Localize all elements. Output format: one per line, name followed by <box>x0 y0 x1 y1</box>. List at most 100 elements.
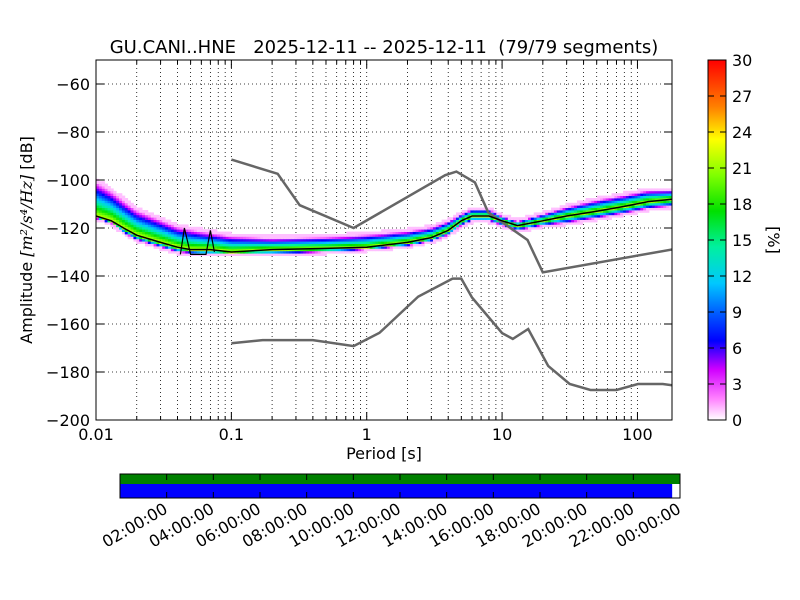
histogram-cell <box>579 217 584 220</box>
histogram-cell <box>121 205 126 208</box>
histogram-cell <box>435 238 440 242</box>
histogram-cell <box>291 238 296 242</box>
histogram-cell <box>432 236 437 240</box>
histogram-cell <box>211 231 215 235</box>
histogram-cell <box>173 243 178 247</box>
histogram-cell <box>323 236 327 240</box>
histogram-cell <box>147 229 152 232</box>
histogram-cell <box>133 226 137 230</box>
histogram-cell <box>288 246 293 249</box>
histogram-cell <box>395 236 399 240</box>
histogram-cell <box>473 219 477 223</box>
histogram-cell <box>240 243 244 247</box>
histogram-cell <box>551 222 555 225</box>
histogram-cell <box>453 229 457 232</box>
histogram-cell <box>144 210 149 213</box>
histogram-cell <box>98 200 103 204</box>
histogram-cell <box>297 241 301 244</box>
histogram-cell <box>124 234 129 237</box>
histogram-cell <box>660 190 664 194</box>
histogram-cell <box>323 250 327 254</box>
histogram-cell <box>369 238 373 242</box>
histogram-cell <box>309 250 313 254</box>
histogram-cell <box>191 243 195 247</box>
histogram-cell <box>574 217 578 220</box>
histogram-cell <box>611 193 615 196</box>
histogram-cell <box>124 214 129 218</box>
histogram-cell <box>395 229 399 232</box>
histogram-cell <box>461 212 466 216</box>
histogram-cell <box>366 243 370 247</box>
histogram-cell <box>360 248 365 252</box>
histogram-cell <box>280 238 284 242</box>
histogram-cell <box>666 195 670 199</box>
histogram-cell <box>669 202 672 206</box>
histogram-cell <box>504 219 509 223</box>
histogram-cell <box>162 246 166 249</box>
histogram-cell <box>470 212 474 216</box>
histogram-cell <box>107 205 111 208</box>
histogram-cell <box>119 195 123 199</box>
histogram-cell <box>196 226 201 230</box>
histogram-cell <box>381 229 385 232</box>
histogram-cell <box>648 202 653 206</box>
histogram-cell <box>113 205 117 208</box>
histogram-cell <box>464 222 468 225</box>
histogram-cell <box>216 253 221 256</box>
histogram-cell <box>139 207 143 211</box>
histogram-cell <box>191 241 195 244</box>
histogram-cell <box>248 243 252 247</box>
histogram-cell <box>533 224 538 228</box>
histogram-cell <box>121 229 126 232</box>
histogram-cell <box>450 229 454 232</box>
histogram-cell <box>165 219 169 223</box>
histogram-cell <box>424 238 428 242</box>
histogram-cell <box>260 238 264 242</box>
histogram-cell <box>263 241 267 244</box>
histogram-cell <box>237 248 241 252</box>
histogram-cell <box>110 210 114 213</box>
histogram-cell <box>453 231 457 235</box>
histogram-cell <box>185 224 189 228</box>
histogram-cell <box>165 236 169 240</box>
histogram-cell <box>136 210 140 213</box>
histogram-cell <box>467 210 471 213</box>
histogram-cell <box>291 253 296 256</box>
histogram-cell <box>320 250 324 254</box>
histogram-cell <box>611 210 615 213</box>
histogram-cell <box>525 219 529 223</box>
histogram-cell <box>654 195 658 199</box>
histogram-cell <box>274 236 278 240</box>
histogram-cell <box>116 229 120 232</box>
histogram-cell <box>127 200 131 204</box>
histogram-cell <box>605 200 610 204</box>
histogram-cell <box>415 234 419 237</box>
histogram-cell <box>585 202 589 206</box>
histogram-cell <box>306 238 310 242</box>
histogram-cell <box>504 226 509 230</box>
histogram-cell <box>551 219 555 223</box>
histogram-cell <box>320 234 324 237</box>
histogram-cell <box>646 207 650 211</box>
histogram-cell <box>438 224 442 228</box>
histogram-cell <box>335 248 339 252</box>
histogram-cell <box>588 198 592 201</box>
histogram-cell <box>297 238 301 242</box>
histogram-cell <box>559 217 563 220</box>
histogram-cell <box>337 241 342 244</box>
histogram-cell <box>142 226 146 230</box>
histogram-cell <box>317 248 322 252</box>
histogram-cell <box>553 214 558 218</box>
histogram-cell <box>113 193 117 196</box>
histogram-cell <box>378 231 382 235</box>
histogram-cell <box>447 217 451 220</box>
histogram-cell <box>104 186 108 189</box>
histogram-cell <box>283 250 287 254</box>
histogram-cell <box>533 214 538 218</box>
histogram-cell <box>202 243 206 247</box>
histogram-cell <box>257 236 261 240</box>
histogram-cell <box>600 195 604 199</box>
histogram-cell <box>571 212 575 216</box>
histogram-cell <box>237 238 241 242</box>
histogram-cell <box>384 234 388 237</box>
